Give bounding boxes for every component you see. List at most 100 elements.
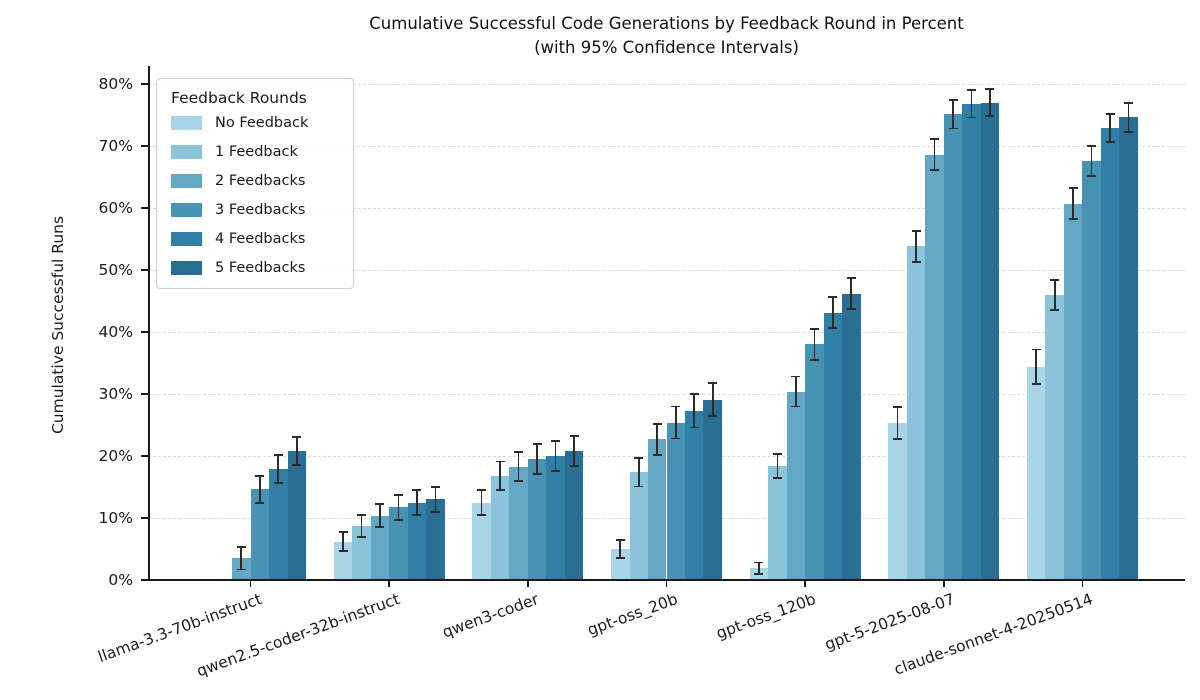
error-bar-cap	[1050, 279, 1060, 281]
bar	[648, 439, 667, 580]
y-tick-label: 10%	[98, 509, 133, 527]
error-bar-cap	[948, 127, 958, 130]
x-tick	[804, 580, 806, 587]
error-bar	[674, 406, 677, 439]
bar	[925, 154, 944, 580]
error-bar-cap	[967, 116, 976, 119]
chart-title-line2: (with 95% Confidence Intervals)	[534, 38, 799, 57]
error-bar-cap	[236, 546, 246, 548]
legend-swatch	[171, 145, 202, 159]
error-bar-cap	[393, 494, 403, 496]
bar	[629, 472, 648, 580]
error-bar-cap	[893, 406, 903, 408]
error-bar	[832, 297, 834, 329]
error-bar-cap	[375, 502, 385, 505]
gridline	[148, 394, 1185, 395]
y-axis-spine	[148, 66, 150, 580]
error-bar-cap	[911, 261, 921, 263]
bar	[823, 312, 843, 580]
bar	[1045, 294, 1064, 580]
error-bar	[656, 423, 659, 455]
error-bar-cap	[772, 476, 782, 479]
bar	[426, 499, 445, 580]
legend-label: 3 Feedbacks	[215, 202, 306, 218]
chart-title: Cumulative Successful Code Generations b…	[148, 12, 1185, 60]
bar	[666, 422, 685, 580]
error-bar-cap	[634, 457, 644, 459]
error-bar-cap	[652, 422, 662, 425]
error-bar	[1127, 103, 1130, 132]
x-tick	[388, 580, 391, 587]
error-bar	[1053, 279, 1056, 310]
error-bar-cap	[375, 526, 385, 529]
error-bar-cap	[1105, 112, 1115, 115]
legend-swatch	[171, 261, 202, 275]
error-bar-cap	[671, 405, 681, 408]
legend-swatch	[171, 232, 202, 246]
error-bar-cap	[292, 435, 302, 438]
error-bar-cap	[430, 486, 440, 488]
y-tick	[141, 455, 148, 457]
error-bar-cap	[809, 328, 819, 330]
gridline	[148, 84, 1185, 85]
error-bar	[795, 376, 797, 407]
bar	[980, 102, 1000, 580]
error-bar-cap	[255, 502, 265, 504]
bar	[1063, 203, 1083, 580]
bar	[1026, 366, 1046, 580]
error-bar	[434, 487, 437, 512]
error-bar	[379, 503, 381, 528]
error-bar-cap	[1124, 130, 1134, 133]
error-bar-cap	[1031, 383, 1041, 385]
error-bar	[896, 407, 899, 440]
bar	[943, 114, 963, 580]
bar	[407, 502, 427, 580]
gridline	[148, 146, 1185, 147]
error-bar-cap	[273, 453, 283, 456]
error-bar-cap	[1105, 141, 1115, 144]
bar	[490, 475, 510, 580]
legend-item: 2 Feedbacks	[171, 173, 341, 189]
error-bar	[554, 441, 557, 471]
error-bar-cap	[495, 460, 505, 463]
bar	[842, 293, 861, 580]
error-bar-cap	[615, 556, 625, 559]
error-bar-cap	[772, 453, 782, 455]
error-bar	[1109, 113, 1111, 143]
y-tick	[141, 83, 148, 85]
bar	[472, 502, 491, 580]
error-bar-cap	[689, 393, 699, 395]
error-bar-cap	[985, 115, 995, 118]
error-bar-cap	[357, 536, 366, 539]
bar	[250, 489, 270, 580]
error-bar-cap	[809, 359, 819, 361]
error-bar-cap	[754, 572, 764, 575]
legend-label: 1 Feedback	[215, 144, 298, 160]
bar	[1119, 117, 1138, 580]
y-tick	[141, 207, 148, 209]
bar	[527, 459, 547, 580]
legend-label: 4 Feedbacks	[215, 231, 306, 247]
error-bar	[536, 444, 538, 474]
x-tick	[527, 580, 529, 587]
error-bar-cap	[1124, 102, 1134, 105]
error-bar	[758, 562, 760, 574]
error-bar-cap	[393, 519, 403, 521]
error-bar-cap	[1031, 348, 1041, 351]
error-bar-cap	[708, 415, 718, 418]
y-tick-label: 0%	[108, 571, 133, 589]
error-bar	[813, 328, 816, 360]
bar	[564, 451, 584, 580]
bar	[768, 465, 787, 580]
error-bar-cap	[273, 482, 283, 485]
legend-item: No Feedback	[171, 115, 341, 131]
error-bar	[933, 139, 936, 171]
error-bar-cap	[514, 451, 524, 454]
y-tick-label: 30%	[98, 385, 133, 403]
error-bar	[637, 457, 640, 487]
error-bar-cap	[689, 426, 699, 429]
bar	[1082, 160, 1101, 580]
y-tick-label: 60%	[98, 199, 133, 217]
